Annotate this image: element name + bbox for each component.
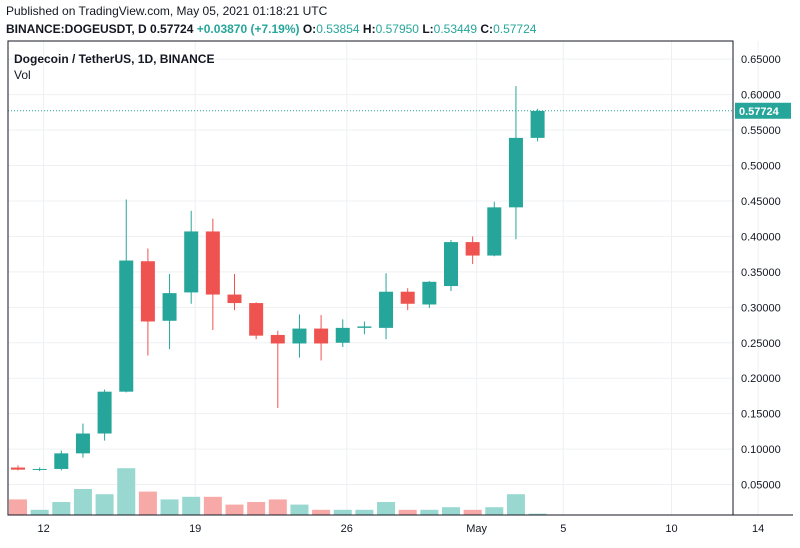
volume-bar: [247, 502, 266, 515]
volume-bar: [398, 509, 417, 515]
chart-title: Dogecoin / TetherUS, 1D, BINANCE: [14, 52, 215, 66]
x-tick-label: 26: [341, 523, 353, 535]
volume-bar: [160, 499, 179, 515]
y-tick-label: 0.40000: [741, 231, 781, 243]
candle-body: [75, 433, 90, 454]
candle-body: [162, 293, 177, 321]
volume-bar: [463, 509, 482, 515]
candle-body: [11, 467, 25, 470]
low-label: L:: [422, 22, 434, 36]
volume-bar: [9, 499, 27, 515]
volume-bar: [203, 496, 222, 515]
candle-body: [184, 231, 199, 293]
y-tick-label: 0.20000: [741, 373, 781, 385]
x-tick-label: 19: [189, 523, 201, 535]
plot-frame: [7, 40, 734, 516]
candle-body: [292, 328, 307, 344]
candle-body: [97, 391, 112, 434]
volume-bar: [138, 491, 157, 515]
symbol-label: BINANCE:DOGEUSDT, D: [6, 22, 147, 36]
candle-body: [400, 291, 415, 304]
candle-body: [205, 231, 220, 295]
last-price-label: 0.57724: [739, 106, 780, 118]
volume-bars: [9, 468, 547, 515]
volume-bar: [355, 509, 374, 515]
candle-body: [508, 137, 523, 208]
volume-bar: [312, 509, 331, 515]
last-price-label-bg: [735, 102, 791, 119]
y-tick-label: 0.05000: [741, 480, 781, 492]
axes: 0.65000 0.60000 0.55000 0.50000 0.45000 0.400…: [7, 40, 793, 535]
y-tick-label: 0.25000: [741, 338, 781, 350]
volume-bar: [420, 509, 439, 515]
published-line: Published on TradingView.com, May 05, 20…: [6, 4, 328, 18]
volume-bar: [268, 499, 287, 515]
candle-body: [530, 110, 545, 138]
volume-bar: [52, 502, 71, 515]
volume-bar: [442, 507, 460, 515]
symbol-ohlc-line: BINANCE:DOGEUSDT, D 0.57724 +0.03870 (+7…: [6, 22, 536, 36]
open-value: 0.53854: [316, 22, 360, 36]
volume-bar: [528, 513, 547, 515]
candle-body: [249, 303, 264, 336]
low-value: 0.53449: [433, 22, 478, 36]
last-price-line: 0.57724: [8, 102, 791, 119]
y-tick-label: 0.50000: [741, 161, 781, 173]
volume-bar: [377, 502, 396, 515]
candle-body: [270, 334, 285, 344]
candle-body: [335, 327, 350, 343]
volume-bar: [485, 507, 504, 515]
volume-legend: Vol: [14, 68, 31, 82]
x-tick-label: May: [466, 523, 487, 535]
y-tick-label: 0.30000: [741, 302, 781, 314]
volume-bar: [506, 494, 525, 515]
x-tick-label: 12: [38, 523, 50, 535]
volume-bar: [30, 509, 49, 515]
volume-bar: [73, 489, 92, 515]
price-change: +0.03870 (+7.19%): [196, 22, 300, 36]
candle-body: [444, 242, 458, 287]
candle-body: [314, 328, 329, 344]
candle-body: [140, 261, 155, 322]
open-label: O:: [302, 22, 317, 36]
candles: [11, 86, 545, 472]
x-tick-label: 14: [752, 523, 764, 535]
candle-body: [487, 207, 502, 256]
candle-body: [119, 260, 134, 392]
volume-bar: [225, 504, 244, 515]
grid-lines: [8, 41, 759, 515]
candle-body: [227, 294, 242, 304]
y-tick-label: 0.10000: [741, 444, 781, 456]
x-tick-label: 5: [560, 523, 566, 535]
candle-body: [32, 468, 47, 470]
close-value: 0.57724: [493, 22, 537, 36]
close-label: C:: [480, 22, 494, 36]
candle-body: [54, 453, 69, 469]
volume-bar: [333, 509, 352, 515]
last-price: 0.57724: [150, 22, 194, 36]
y-tick-label: 0.55000: [741, 125, 781, 137]
candle-body: [465, 242, 480, 256]
high-value: 0.57950: [375, 22, 419, 36]
candle-body: [379, 291, 394, 328]
y-tick-label: 0.15000: [741, 409, 781, 421]
candle-body: [357, 326, 372, 328]
volume-bar: [95, 494, 114, 515]
y-tick-label: 0.35000: [741, 267, 781, 279]
volume-bar: [117, 468, 136, 515]
x-tick-label: 10: [665, 523, 677, 535]
y-tick-label: 0.65000: [741, 54, 781, 66]
volume-bar: [182, 496, 201, 515]
high-label: H:: [362, 22, 376, 36]
y-tick-label: 0.45000: [741, 196, 781, 208]
volume-bar: [290, 504, 309, 515]
y-tick-label: 0.60000: [741, 90, 781, 102]
candle-body: [422, 281, 437, 305]
